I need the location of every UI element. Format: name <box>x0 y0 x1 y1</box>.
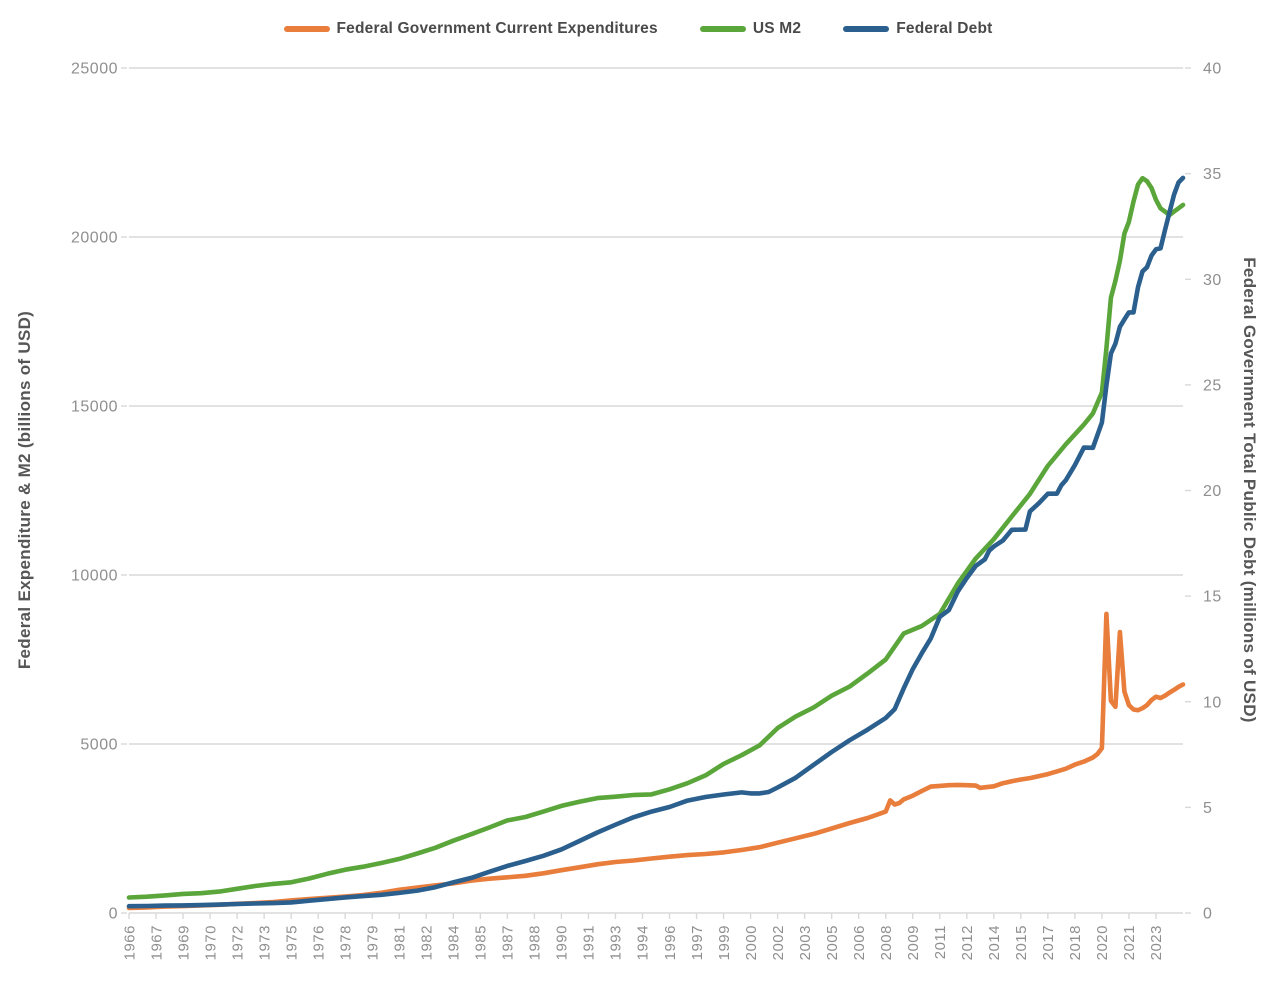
right-axis-tick-label: 10 <box>1203 694 1222 711</box>
legend-swatch-expenditures <box>283 26 330 32</box>
x-axis-tick-label: 1988 <box>527 925 544 960</box>
x-axis-tick-label: 1991 <box>581 925 598 960</box>
left-axis-tick-label: 5000 <box>80 737 118 754</box>
right-axis-tick-label: 20 <box>1203 483 1222 500</box>
series-line-us-m2[interactable] <box>126 175 1186 900</box>
x-axis-tick-label: 1973 <box>256 925 273 960</box>
series-line-federal-government-current-expenditures[interactable] <box>126 611 1186 911</box>
right-axis-tick-label: 40 <box>1203 61 1222 78</box>
right-axis-tick-label: 15 <box>1203 589 1222 606</box>
legend-item-m2[interactable]: US M2 <box>699 20 802 38</box>
x-axis-tick-label: 2003 <box>797 925 814 960</box>
x-axis-tick-label: 2023 <box>1148 925 1165 960</box>
x-axis-tick-label: 1976 <box>310 925 327 960</box>
x-axis-tick-label: 1984 <box>446 925 463 960</box>
x-axis-tick-label: 2006 <box>851 925 868 960</box>
left-axis-tick-label: 20000 <box>71 230 118 247</box>
legend: Federal Government Current Expenditures … <box>0 20 1276 38</box>
x-axis-tick-label: 2017 <box>1040 925 1057 960</box>
x-axis-tick-label: 1981 <box>392 925 409 960</box>
right-axis-tick-label: 5 <box>1203 800 1212 817</box>
legend-item-expenditures[interactable]: Federal Government Current Expenditures <box>283 20 658 38</box>
x-axis-tick-label: 2002 <box>770 925 787 960</box>
x-axis-tick-label: 2000 <box>743 925 760 960</box>
x-axis-tick-label: 1996 <box>662 925 679 960</box>
left-axis-tick-label: 10000 <box>71 568 118 585</box>
x-axis-tick-label: 2021 <box>1121 925 1138 960</box>
x-axis-tick-label: 1987 <box>500 925 517 960</box>
series-line-federal-debt[interactable] <box>126 175 1186 909</box>
legend-label-federal-debt: Federal Debt <box>896 20 993 37</box>
right-axis-tick-label: 35 <box>1203 166 1222 183</box>
legend-label-m2: US M2 <box>752 20 802 37</box>
legend-swatch-m2 <box>699 26 746 32</box>
right-axis-tick-label: 0 <box>1203 906 1212 923</box>
x-axis-tick-label: 2015 <box>1013 925 1030 960</box>
x-axis-tick-label: 2012 <box>959 925 976 960</box>
legend-item-federal-debt[interactable]: Federal Debt <box>843 20 992 38</box>
x-axis-tick-label: 1994 <box>635 925 652 960</box>
legend-swatch-federal-debt <box>843 26 890 32</box>
x-axis-tick-label: 2018 <box>1067 925 1084 960</box>
x-axis-tick-label: 1969 <box>175 925 192 960</box>
left-axis-tick-label: 15000 <box>71 399 118 416</box>
left-axis-tick-label: 25000 <box>71 61 118 78</box>
x-axis-tick-label: 2005 <box>824 925 841 960</box>
left-axis-tick-label: 0 <box>109 906 118 923</box>
x-axis-tick-label: 1997 <box>689 925 706 960</box>
x-axis-tick-label: 2009 <box>905 925 922 960</box>
right-axis-tick-label: 30 <box>1203 272 1222 289</box>
x-axis-tick-label: 1970 <box>202 925 219 960</box>
x-axis-tick-label: 1993 <box>608 925 625 960</box>
x-axis-tick-label: 1975 <box>283 925 300 960</box>
x-axis-tick-label: 1966 <box>121 925 138 960</box>
x-axis-tick-label: 1978 <box>337 925 354 960</box>
legend-label-expenditures: Federal Government Current Expenditures <box>336 20 658 37</box>
right-axis-tick-label: 25 <box>1203 377 1222 394</box>
x-axis-tick-label: 1982 <box>419 925 436 960</box>
x-axis-tick-label: 1999 <box>716 925 733 960</box>
x-axis-tick-label: 2011 <box>932 925 949 959</box>
x-axis-tick-label: 2020 <box>1094 925 1111 960</box>
x-axis-tick-label: 1967 <box>148 925 165 960</box>
x-axis-tick-label: 1985 <box>473 925 490 960</box>
x-axis-tick-label: 2008 <box>878 925 895 960</box>
x-axis-tick-label: 1979 <box>364 925 381 960</box>
x-axis-tick-label: 2014 <box>986 925 1003 960</box>
x-axis-tick-label: 1990 <box>554 925 571 960</box>
x-axis-tick-label: 1972 <box>229 925 246 960</box>
